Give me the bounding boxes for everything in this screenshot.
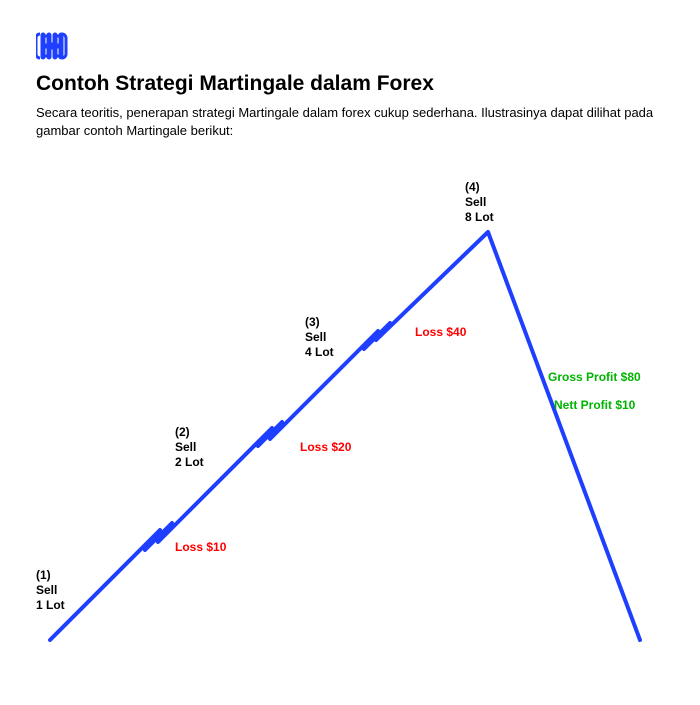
sell-num: (3) bbox=[305, 315, 320, 329]
logo-icon bbox=[36, 34, 66, 58]
sell-lot: 1 Lot bbox=[36, 598, 65, 612]
brand-logo bbox=[36, 28, 72, 69]
gross-profit-label: Gross Profit $80 bbox=[548, 370, 641, 384]
sell-label-2: (2) Sell 2 Lot bbox=[175, 425, 204, 470]
sell-action: Sell bbox=[305, 330, 326, 344]
page-title: Contoh Strategi Martingale dalam Forex bbox=[36, 72, 434, 96]
sell-label-4: (4) Sell 8 Lot bbox=[465, 180, 494, 225]
sell-lot: 2 Lot bbox=[175, 455, 204, 469]
loss-label-3: Loss $40 bbox=[415, 325, 466, 339]
sell-action: Sell bbox=[175, 440, 196, 454]
sell-action: Sell bbox=[465, 195, 486, 209]
sell-num: (2) bbox=[175, 425, 190, 439]
nett-profit-label: Nett Profit $10 bbox=[554, 398, 635, 412]
price-line bbox=[50, 232, 640, 640]
loss-label-2: Loss $20 bbox=[300, 440, 351, 454]
page-description: Secara teoritis, penerapan strategi Mart… bbox=[36, 104, 664, 140]
sell-num: (4) bbox=[465, 180, 480, 194]
sell-label-1: (1) Sell 1 Lot bbox=[36, 568, 65, 613]
sell-num: (1) bbox=[36, 568, 51, 582]
sell-label-3: (3) Sell 4 Lot bbox=[305, 315, 334, 360]
sell-action: Sell bbox=[36, 583, 57, 597]
loss-label-1: Loss $10 bbox=[175, 540, 226, 554]
chart-svg bbox=[0, 150, 700, 700]
sell-lot: 8 Lot bbox=[465, 210, 494, 224]
martingale-chart: (1) Sell 1 Lot (2) Sell 2 Lot (3) Sell 4… bbox=[0, 150, 700, 700]
sell-lot: 4 Lot bbox=[305, 345, 334, 359]
